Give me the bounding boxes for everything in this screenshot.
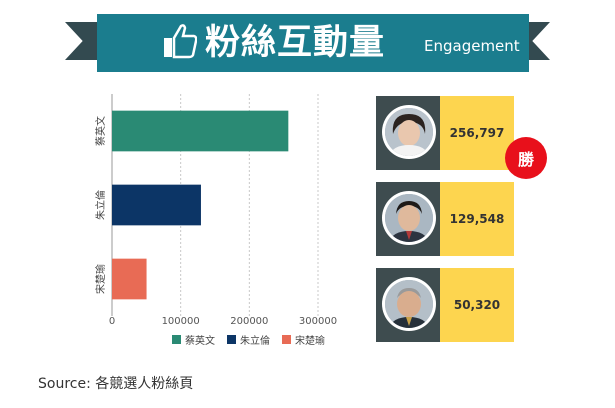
candidate-portrait [385,280,433,328]
winner-badge: 勝 [505,137,547,179]
thumbs-up-icon [164,24,197,59]
legend-item: 蔡英文 [172,332,215,347]
candidate-portrait [385,108,433,156]
x-tick-label: 0 [109,316,115,327]
candidate-card: 50,320 [376,268,514,342]
legend-label: 宋楚瑜 [295,336,325,347]
category-label: 朱立倫 [94,190,107,220]
bar [112,184,201,226]
x-tick-label: 100000 [162,316,200,327]
category-label: 蔡英文 [94,116,107,146]
engagement-value: 129,548 [440,182,514,256]
legend-label: 蔡英文 [185,336,215,347]
legend-item: 朱立倫 [227,332,270,347]
candidate-photo [376,96,440,170]
x-tick-label: 300000 [299,316,337,327]
legend-item: 宋楚瑜 [282,332,325,347]
candidate-photo [376,182,440,256]
candidate-card: 256,797 [376,96,514,170]
category-label: 宋楚瑜 [94,264,107,294]
engagement-value: 50,320 [440,268,514,342]
engagement-value: 256,797 [440,96,514,170]
legend-swatch [172,335,181,344]
banner-title: 粉絲互動量 [205,23,386,63]
legend-label: 朱立倫 [240,336,270,347]
chart-legend: 蔡英文 朱立倫 宋楚瑜 [172,332,325,347]
candidate-portrait [385,194,433,242]
bar [112,258,147,300]
source-note: Source: 各競選人粉絲頁 [38,376,194,392]
banner-subtitle: Engagement [424,37,520,55]
x-tick-label: 200000 [230,316,268,327]
legend-swatch [227,335,236,344]
bar [112,110,289,152]
legend-swatch [282,335,291,344]
candidate-card: 129,548 [376,182,514,256]
candidate-photo [376,268,440,342]
